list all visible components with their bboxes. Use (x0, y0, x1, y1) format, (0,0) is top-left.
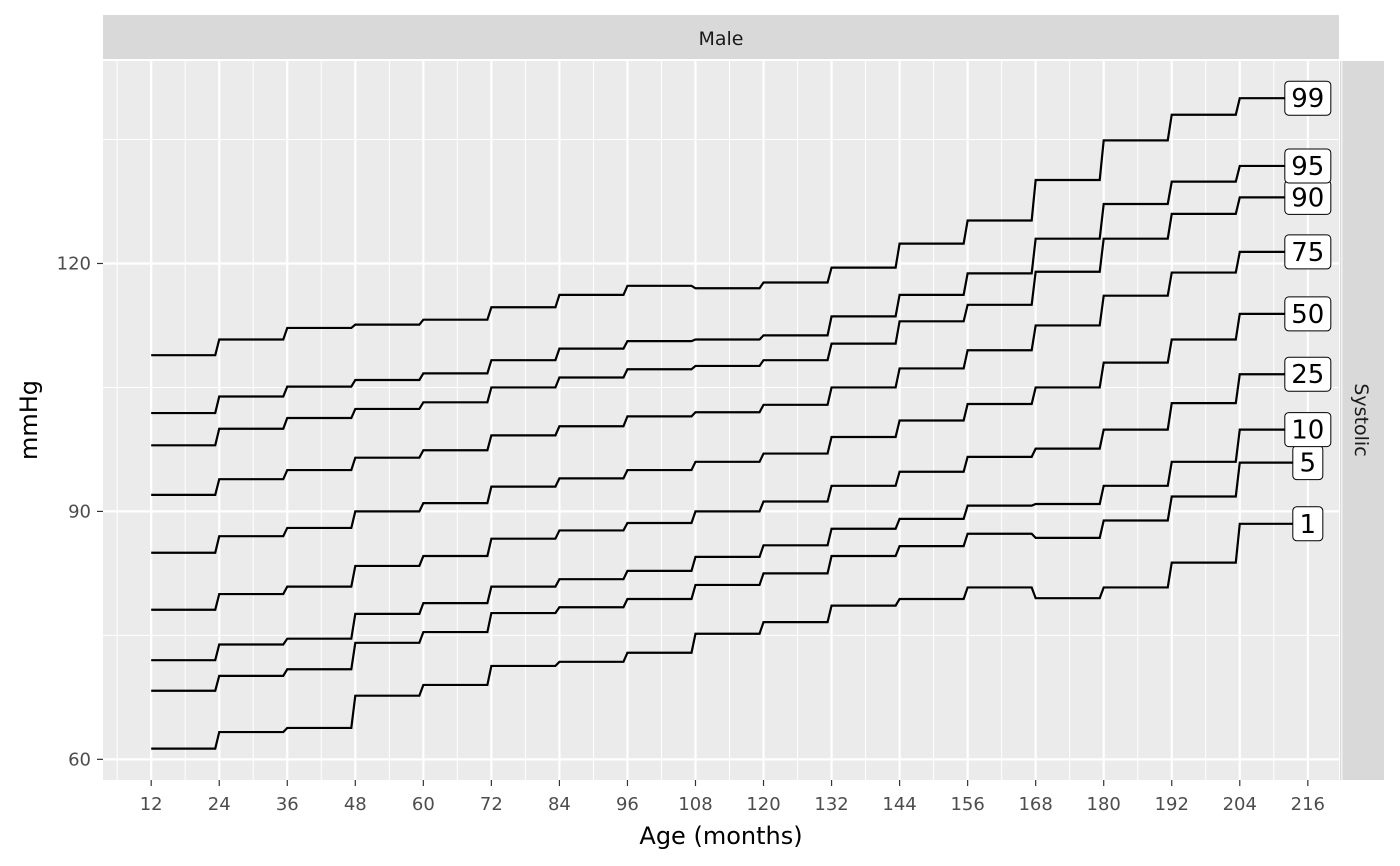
percentile-line-5 (151, 461, 1308, 692)
x-tick-label: 168 (1018, 794, 1052, 815)
x-axis-title: Age (months) (639, 822, 802, 850)
percentile-label-box (1284, 148, 1332, 184)
facet-strip-right (1340, 61, 1384, 780)
percentile-label-99: 99 (1284, 80, 1332, 116)
percentile-label-box (1284, 80, 1332, 116)
percentile-label-box (1292, 506, 1324, 542)
x-tick-label: 72 (480, 794, 503, 815)
y-axis-title: mmHg (15, 380, 43, 460)
percentile-line-25 (151, 373, 1308, 611)
x-tick-label: 204 (1223, 794, 1257, 815)
percentile-label-text: 90 (1291, 183, 1324, 213)
percentile-label-text: 75 (1291, 238, 1324, 268)
x-tick-label: 24 (208, 794, 231, 815)
x-tick-label: 216 (1291, 794, 1325, 815)
facet-strip-top (103, 15, 1339, 59)
percentile-label-1: 1 (1292, 506, 1324, 542)
percentile-label-10: 10 (1284, 412, 1332, 448)
x-tick-label: 108 (678, 794, 712, 815)
percentile-line-50 (151, 312, 1308, 554)
percentile-line-99 (151, 97, 1308, 357)
x-tick-label: 36 (276, 794, 299, 815)
percentile-line-95 (151, 164, 1308, 415)
percentile-label-5: 5 (1292, 445, 1324, 481)
plot-panel (103, 61, 1339, 780)
y-axis: 60 90 120 (57, 253, 103, 770)
x-tick-label: 96 (616, 794, 639, 815)
percentile-label-text: 50 (1291, 300, 1324, 330)
percentile-line-1 (151, 522, 1308, 750)
x-axis: 12 24 36 48 60 72 84 96 108 120 132 144 156 168 180 192… (140, 780, 1325, 815)
x-tick-label: 84 (548, 794, 571, 815)
percentile-lines (151, 97, 1308, 750)
percentile-label-25: 25 (1284, 356, 1332, 392)
x-tick-label: 180 (1087, 794, 1121, 815)
percentile-label-50: 50 (1284, 296, 1332, 332)
percentile-label-text: 10 (1291, 416, 1324, 446)
y-tick-label: 60 (68, 749, 91, 770)
percentile-label-95: 95 (1284, 148, 1332, 184)
y-tick-label: 120 (57, 253, 91, 274)
x-tick-label: 132 (814, 794, 848, 815)
y-tick-label: 90 (68, 501, 91, 522)
percentile-label-box (1284, 296, 1332, 332)
x-tick-label: 144 (882, 794, 916, 815)
x-tick-label: 156 (950, 794, 984, 815)
percentile-label-90: 90 (1284, 179, 1332, 215)
facet-strip-top-label: Male (698, 28, 743, 50)
x-tick-label: 60 (412, 794, 435, 815)
x-tick-label: 120 (746, 794, 780, 815)
percentile-label-text: 5 (1300, 449, 1317, 479)
percentile-label-box (1284, 356, 1332, 392)
percentile-label-box (1284, 234, 1332, 270)
percentile-label-75: 75 (1284, 234, 1332, 270)
percentile-line-90 (151, 196, 1308, 447)
facet-strip-right-label: Systolic (1350, 383, 1372, 456)
x-tick-label: 192 (1155, 794, 1189, 815)
percentile-line-75 (151, 250, 1308, 496)
percentile-label-text: 95 (1291, 152, 1324, 182)
x-tick-label: 12 (140, 794, 163, 815)
x-tick-label: 48 (344, 794, 367, 815)
percentile-label-text: 99 (1291, 84, 1324, 114)
percentile-label-text: 1 (1300, 510, 1317, 540)
percentile-label-box (1284, 412, 1332, 448)
percentile-label-text: 25 (1291, 360, 1324, 390)
percentile-line-10 (151, 428, 1308, 662)
